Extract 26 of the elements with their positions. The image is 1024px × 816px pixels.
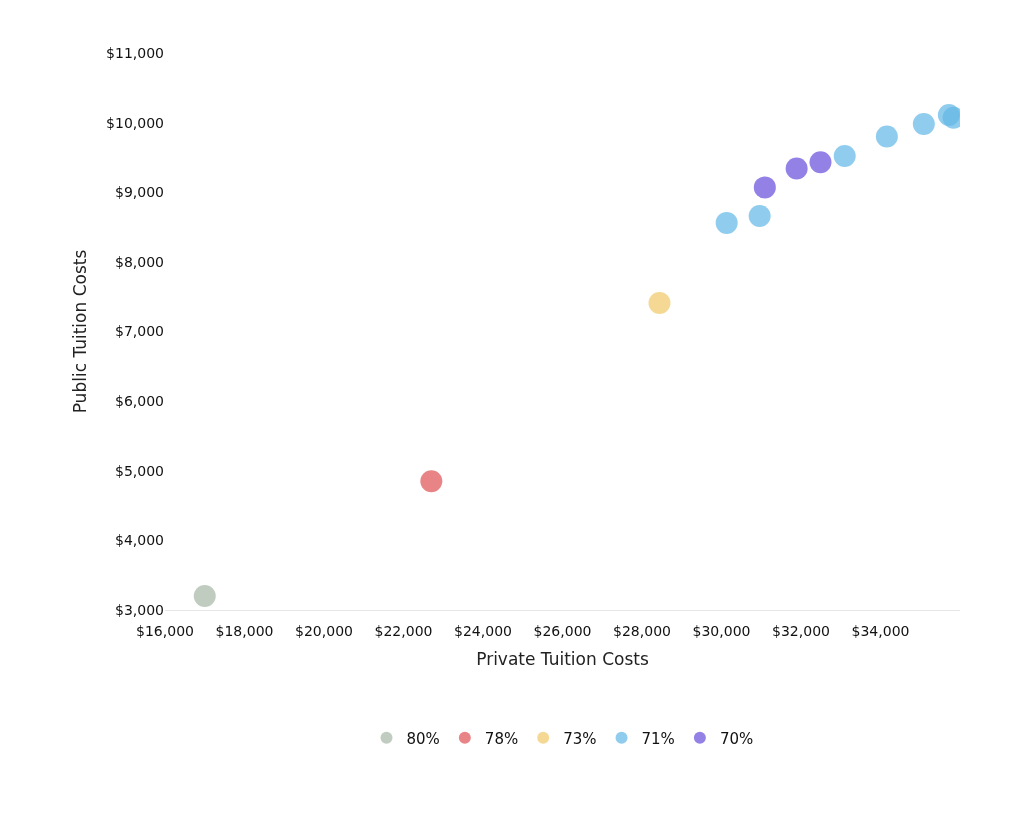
x-tick-label: $30,000 — [692, 622, 751, 639]
x-tick-label: $28,000 — [613, 622, 671, 639]
y-tick-label: $6,000 — [115, 393, 164, 410]
x-tick-label: $26,000 — [533, 622, 592, 639]
y-tick-label: $5,000 — [115, 462, 164, 479]
x-tick-label: $22,000 — [374, 622, 433, 639]
x-tick-label: $18,000 — [215, 622, 274, 639]
x-tick-label: $24,000 — [454, 622, 512, 639]
y-tick-label: $11,000 — [106, 44, 164, 61]
x-tick-label: $32,000 — [772, 622, 830, 639]
y-tick-label: $8,000 — [115, 253, 164, 270]
y-tick-label: $4,000 — [115, 532, 164, 549]
legend-label: 73% — [563, 729, 597, 748]
legend-label: 71% — [641, 729, 675, 748]
x-tick-label: $34,000 — [851, 622, 910, 639]
legend-label: 80% — [406, 729, 440, 748]
y-tick-label: $10,000 — [106, 114, 164, 131]
y-tick-label: $9,000 — [115, 184, 164, 201]
legend-label: 78% — [484, 729, 519, 748]
y-axis-title: Public Tuition Costs — [69, 249, 90, 414]
x-axis-title: Private Tuition Costs — [476, 649, 649, 670]
x-tick-label: $16,000 — [136, 622, 194, 639]
y-tick-label: $3,000 — [115, 601, 164, 618]
legend-label: 70% — [719, 729, 754, 748]
x-tick-label: $20,000 — [295, 622, 353, 639]
y-tick-label: $7,000 — [115, 323, 164, 340]
